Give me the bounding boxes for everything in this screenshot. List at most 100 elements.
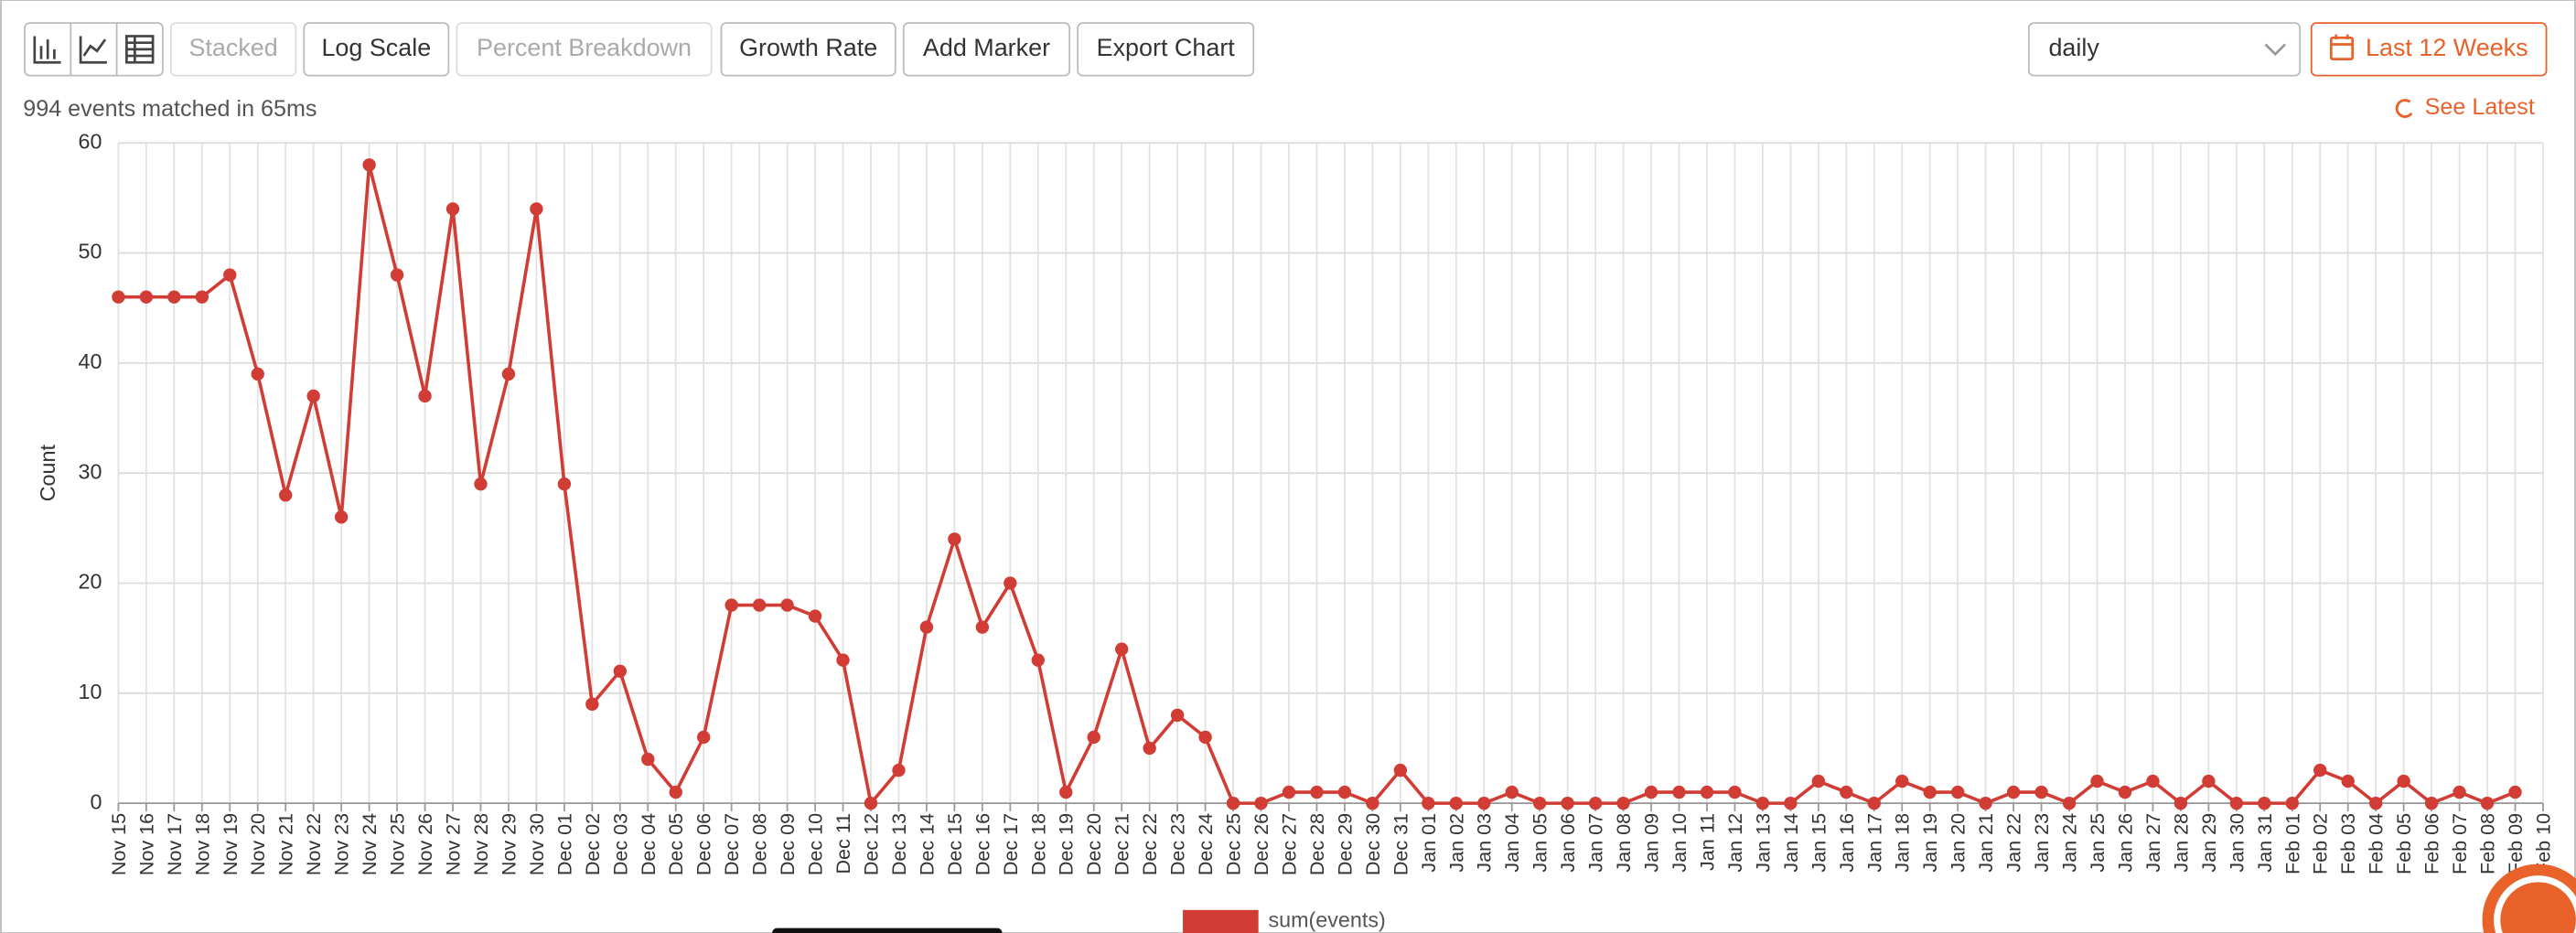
x-tick-label: Nov 24 — [359, 813, 381, 875]
see-latest[interactable]: See Latest — [2425, 94, 2535, 120]
x-tick-label: Dec 24 — [1195, 813, 1217, 875]
toolbar-button[interactable] — [720, 22, 896, 77]
x-tick-label: Jan 10 — [1669, 813, 1690, 873]
x-tick-label: Feb 03 — [2337, 813, 2359, 874]
x-tick-label: Jan 29 — [2198, 813, 2220, 873]
x-tick-label: Jan 26 — [2114, 813, 2136, 873]
data-point — [1282, 785, 1296, 799]
data-point — [2034, 785, 2048, 799]
toolbar-button[interactable] — [303, 22, 450, 77]
x-tick-label: Dec 18 — [1027, 813, 1049, 875]
bar-icon[interactable] — [33, 36, 61, 64]
data-point — [613, 664, 627, 678]
x-tick-label: Nov 30 — [526, 813, 548, 875]
x-tick-label: Dec 09 — [777, 813, 799, 875]
interval-select[interactable] — [2027, 22, 2302, 77]
x-tick-label: Dec 12 — [860, 813, 882, 875]
x-tick-label: Jan 09 — [1641, 813, 1663, 873]
x-tick-label: Jan 22 — [2003, 813, 2025, 873]
x-tick-label: Dec 01 — [553, 813, 575, 875]
x-tick-label: Jan 27 — [2142, 813, 2164, 873]
data-point — [167, 290, 181, 304]
chevron — [2264, 43, 2286, 57]
x-tick-label: Dec 22 — [1139, 813, 1161, 875]
data-point — [2453, 785, 2466, 799]
data-point — [1840, 785, 1853, 799]
data-point — [251, 367, 264, 381]
legend-label: sum(events) — [1268, 908, 1385, 932]
data-point — [1031, 653, 1045, 667]
data-point — [752, 598, 767, 612]
data-point — [223, 268, 237, 282]
data-point — [2118, 785, 2132, 799]
data-point — [2202, 774, 2216, 788]
legend-swatch — [1183, 909, 1259, 933]
data-point — [2313, 763, 2327, 778]
data-point — [557, 477, 572, 491]
refresh-icon — [2395, 99, 2413, 118]
toolbar-button-label: Export Chart — [1097, 34, 1236, 61]
x-tick-label: Nov 29 — [498, 813, 520, 875]
toolbar-button[interactable] — [902, 22, 1071, 77]
data-point — [1979, 796, 1992, 810]
x-tick-label: Nov 27 — [442, 813, 464, 875]
y-tick-label: 30 — [78, 459, 102, 483]
data-point — [975, 620, 990, 634]
x-tick-label: Jan 11 — [1696, 813, 1718, 871]
data-point — [1923, 785, 1937, 799]
data-point — [2285, 796, 2299, 810]
x-tick-label: Jan 04 — [1501, 813, 1523, 873]
y-tick-label: 60 — [78, 129, 102, 153]
data-point — [1059, 785, 1073, 799]
x-tick-label: Jan 14 — [1780, 813, 1802, 873]
toolbar-button[interactable] — [1077, 22, 1255, 77]
x-tick-label: Dec 14 — [916, 813, 938, 875]
chart-type-buttons — [24, 22, 164, 77]
x-tick-label: Feb 04 — [2366, 813, 2388, 874]
x-tick-label: Jan 19 — [1919, 813, 1941, 873]
data-point — [445, 202, 460, 216]
data-point — [2424, 796, 2439, 810]
data-point — [1198, 730, 1212, 745]
data-point — [195, 290, 209, 304]
data-point — [1700, 785, 1714, 799]
x-tick-label: Jan 23 — [2031, 813, 2053, 873]
x-tick-label: Dec 05 — [665, 813, 687, 875]
data-point — [2368, 796, 2383, 810]
x-tick-label: Jan 18 — [1892, 813, 1914, 873]
x-tick-label: Jan 15 — [1808, 813, 1830, 873]
data-point — [1226, 796, 1240, 810]
data-point — [2146, 774, 2160, 788]
x-tick-label: Jan 01 — [1418, 813, 1440, 873]
x-tick-label: Feb 01 — [2281, 813, 2303, 874]
line-icon[interactable] — [79, 36, 107, 64]
x-tick-label: Nov 21 — [275, 813, 297, 875]
data-point — [279, 488, 293, 502]
x-tick-label: Jan 05 — [1530, 813, 1551, 873]
data-point — [641, 752, 655, 767]
x-tick-label: Jan 21 — [1975, 813, 1997, 873]
data-point — [1644, 785, 1658, 799]
toolbar-button-label: Stacked — [188, 34, 277, 61]
x-tick-label: Nov 19 — [220, 813, 242, 875]
x-tick-label: Jan 06 — [1557, 813, 1579, 873]
data-point — [724, 598, 738, 612]
data-point — [697, 730, 711, 745]
table-icon[interactable] — [125, 35, 155, 64]
data-point — [948, 532, 961, 546]
x-tick-label: Nov 23 — [331, 813, 353, 875]
x-tick-label: Feb 07 — [2449, 813, 2471, 874]
x-tick-label: Jan 03 — [1474, 813, 1496, 873]
range-button[interactable] — [2310, 22, 2548, 77]
data-point — [2397, 774, 2410, 788]
data-point — [501, 367, 516, 381]
data-point — [1588, 796, 1603, 810]
data-point — [1477, 796, 1491, 810]
x-tick-label: Dec 13 — [888, 813, 910, 875]
data-point — [2258, 796, 2271, 810]
x-tick-label: Dec 26 — [1250, 813, 1272, 875]
data-point — [2480, 796, 2495, 810]
x-tick-label: Dec 02 — [582, 813, 604, 875]
data-point — [474, 477, 488, 491]
